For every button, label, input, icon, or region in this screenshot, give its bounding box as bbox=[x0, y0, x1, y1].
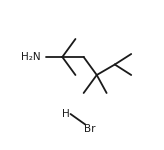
Text: Br: Br bbox=[84, 124, 96, 134]
Text: H₂N: H₂N bbox=[21, 52, 41, 62]
Text: H: H bbox=[62, 109, 70, 119]
